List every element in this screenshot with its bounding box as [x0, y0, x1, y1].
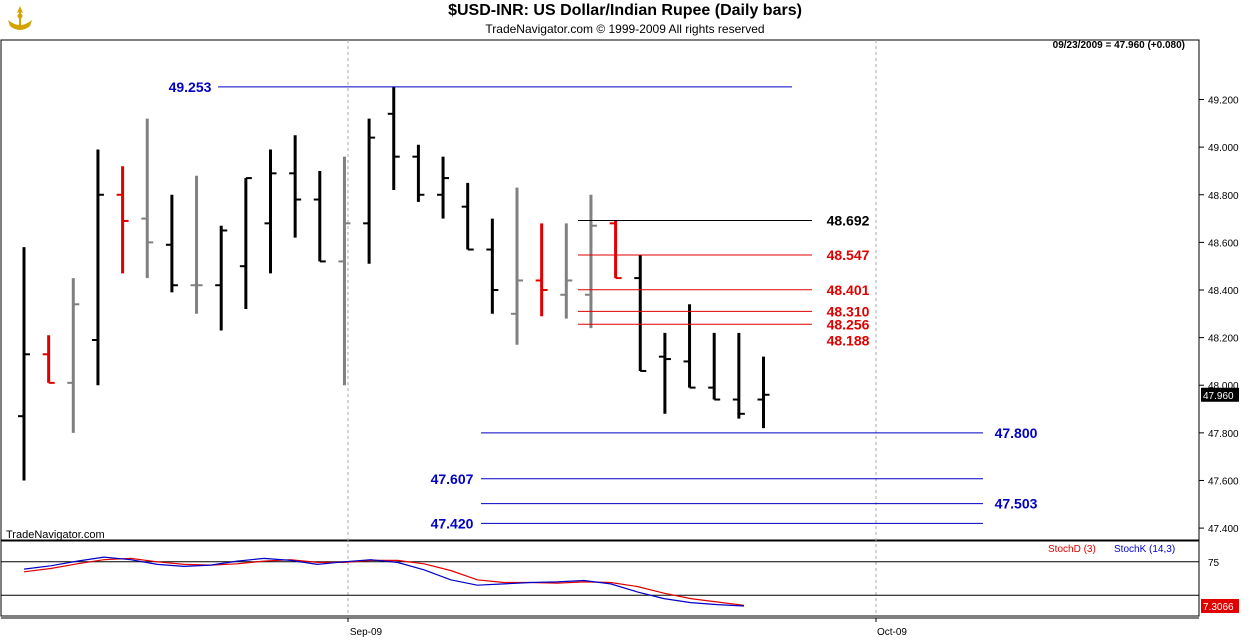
y-tick-label: 47.600	[1208, 476, 1239, 487]
last-price-box	[1201, 387, 1239, 402]
level-label-10: 47.420	[431, 515, 474, 531]
level-label-4: 48.310	[827, 303, 870, 319]
stoch-panel-frame	[0, 540, 1200, 617]
x-tick-label-sep: Sep-09	[350, 627, 383, 638]
level-label-0: 49.253	[169, 79, 212, 95]
level-label-1: 48.692	[827, 212, 870, 228]
y-tick-label: 48.000	[1208, 381, 1239, 392]
y-tick-label: 49.200	[1208, 96, 1239, 107]
y-tick-label: 48.400	[1208, 286, 1239, 297]
trade-navigator-logo-icon	[4, 4, 36, 34]
last-price-label: 47.960	[1203, 391, 1234, 402]
chart-title: $USD-INR: US Dollar/Indian Rupee (Daily …	[448, 2, 802, 19]
chart-subtitle: TradeNavigator.com © 1999-2009 All right…	[485, 22, 765, 36]
last-price-info: 09/23/2009 = 47.960 (+0.080)	[1053, 40, 1185, 51]
level-label-9: 47.503	[995, 496, 1038, 512]
level-label-3: 48.401	[827, 282, 870, 298]
stoch-last-value-label: 7.3066	[1203, 602, 1234, 613]
level-label-7: 47.800	[995, 425, 1038, 441]
y-tick-label: 49.000	[1208, 143, 1239, 154]
stoch-last-value-box	[1201, 598, 1239, 613]
y-tick-label: 48.600	[1208, 238, 1239, 249]
watermark-text: TradeNavigator.com	[6, 529, 105, 541]
level-label-6: 48.188	[827, 332, 870, 348]
level-label-2: 48.547	[827, 247, 870, 263]
y-tick-label: 48.800	[1208, 191, 1239, 202]
stoch-d-legend: StochD (3)	[1048, 544, 1096, 555]
x-tick-label-oct: Oct-09	[877, 627, 907, 638]
stoch-y-tick-label: 75	[1208, 558, 1220, 569]
stoch-series-line-0	[23, 557, 745, 606]
y-tick-label: 48.200	[1208, 334, 1239, 345]
level-label-8: 47.607	[431, 471, 474, 487]
y-tick-label: 47.400	[1208, 524, 1239, 535]
level-label-5: 48.256	[827, 316, 870, 332]
stoch-series-line-1	[23, 556, 745, 607]
stoch-k-legend: StochK (14,3)	[1114, 544, 1175, 555]
y-tick-label: 47.800	[1208, 429, 1239, 440]
